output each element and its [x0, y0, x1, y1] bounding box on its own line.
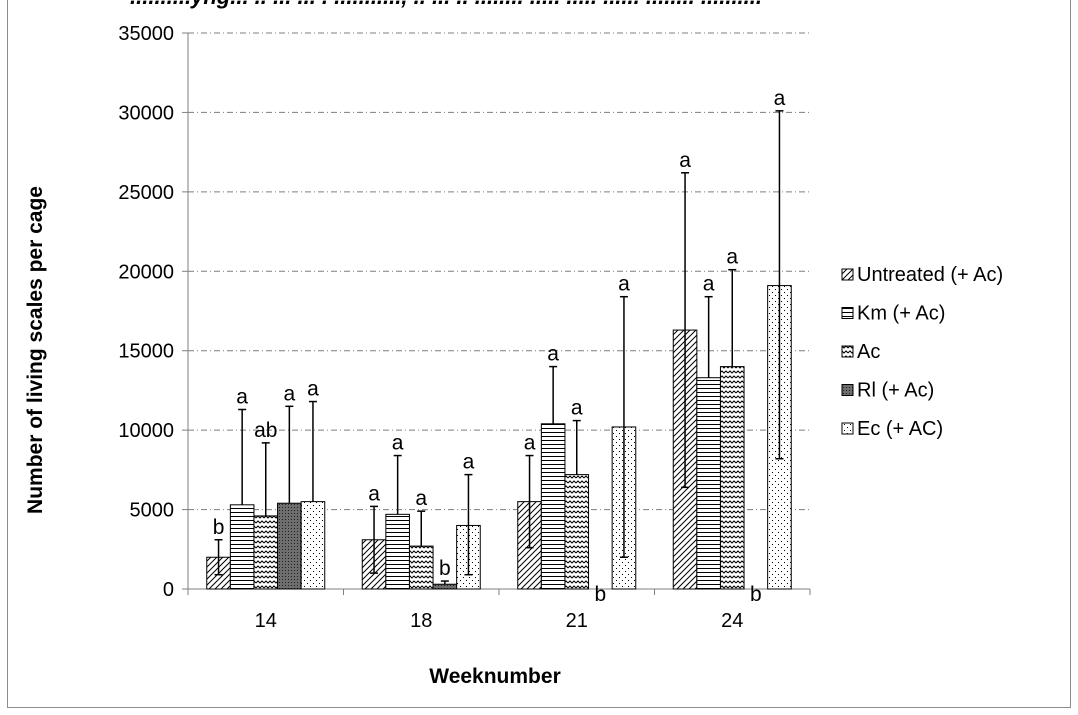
significance-label: b [213, 516, 225, 539]
y-tick-label: 5000 [130, 500, 175, 522]
significance-label: a [726, 246, 738, 269]
legend-label: Rl (+ Ac) [857, 380, 934, 402]
legend-label: Untreated (+ Ac) [857, 264, 1003, 286]
legend-swatch [841, 307, 854, 319]
significance-label: a [463, 451, 475, 474]
bar [696, 377, 721, 590]
bar [540, 423, 566, 590]
legend-label: Km (+ Ac) [857, 303, 945, 325]
bar [277, 502, 302, 590]
legend: Untreated (+ Ac) Km (+ Ac) Ac Rl (+ Ac) Ec (… [841, 264, 1003, 440]
x-tick-label: 21 [566, 610, 588, 632]
y-tick-label: 20000 [118, 261, 174, 283]
bar [385, 513, 410, 590]
x-axis-title: Weeknumber [429, 665, 561, 688]
y-tick-label: 0 [163, 579, 174, 601]
significance-label: a [524, 432, 536, 455]
legend-swatch [841, 345, 854, 358]
x-tick-label: 14 [255, 610, 277, 632]
legend-swatch [841, 422, 854, 435]
significance-label: a [703, 273, 715, 296]
significance-label: a [679, 149, 691, 172]
legend-swatch [841, 268, 854, 281]
bar [253, 515, 279, 590]
significance-label: b [595, 583, 607, 606]
bar [300, 501, 326, 590]
y-axis-title: Number of living scales per cage [24, 186, 47, 514]
x-tick-label: 24 [721, 610, 743, 632]
bar [408, 545, 434, 590]
significance-label: b [439, 557, 451, 580]
bar [564, 474, 590, 590]
x-tick-label: 18 [410, 610, 432, 632]
significance-label: a [415, 487, 427, 510]
significance-label: a [284, 382, 296, 405]
y-tick-label: 10000 [118, 420, 174, 442]
y-tick-label: 25000 [118, 182, 174, 204]
significance-label: a [368, 482, 380, 505]
bar [432, 583, 458, 590]
clipped-header-text: ..........yng... .. ... ... . ..........… [130, 0, 762, 9]
significance-label: a [236, 385, 248, 408]
y-tick-label: 15000 [118, 341, 174, 363]
significance-label: a [571, 397, 583, 420]
y-tick-label: 35000 [118, 23, 174, 45]
y-tick-label: 30000 [118, 102, 174, 124]
legend-label: Ec (+ AC) [857, 418, 943, 440]
significance-label: a [547, 343, 559, 366]
significance-label: a [392, 432, 404, 455]
significance-label: a [618, 273, 630, 296]
bar [719, 366, 745, 590]
legend-label: Ac [857, 341, 880, 363]
significance-label: ab [254, 419, 277, 442]
significance-label: b [750, 583, 762, 606]
significance-label: a [307, 378, 319, 401]
significance-label: a [774, 87, 786, 110]
legend-swatch [841, 384, 854, 396]
axes: 0 5000 10000 15000 20000 25000 30000 35000 14 18 2… [118, 23, 811, 632]
bar [229, 504, 255, 590]
chart-frame [7, 0, 1071, 708]
bars [206, 110, 792, 590]
